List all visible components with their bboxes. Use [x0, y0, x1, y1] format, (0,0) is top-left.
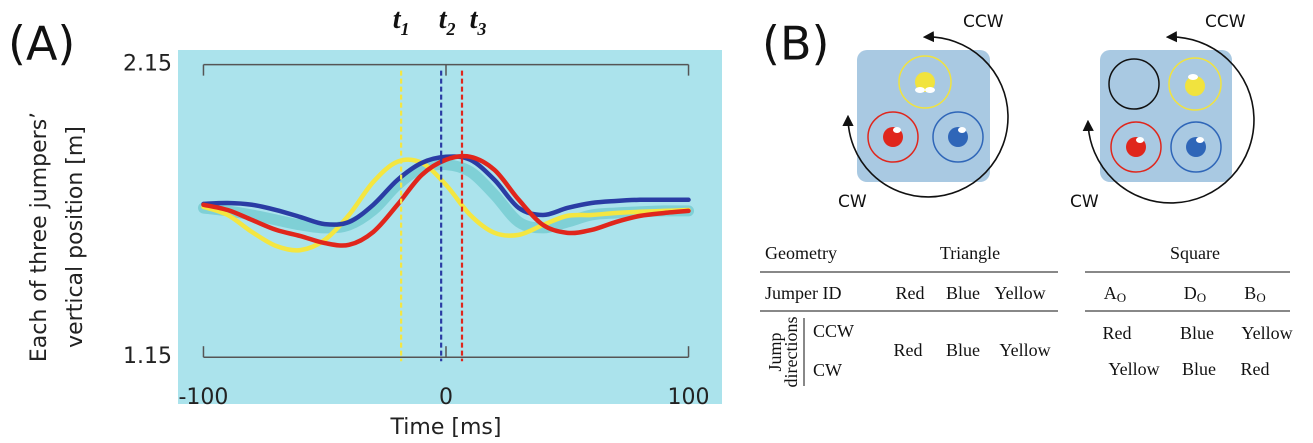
position-blue — [1170, 121, 1222, 173]
row-label: Jumper ID — [765, 283, 841, 303]
marker-symbol: t — [439, 4, 448, 35]
foot — [1136, 137, 1144, 143]
chart-panel: 2.15 1.15-100 0 100 Time [ms] Each of three j… — [27, 4, 722, 440]
foot — [958, 127, 966, 133]
direction-label: CCW — [963, 12, 1004, 32]
cell: Yellow — [999, 340, 1050, 360]
marker-symbol: t — [470, 4, 479, 35]
series-line — [201, 154, 691, 227]
diagram-square: CCW CW — [1070, 12, 1255, 212]
series-line — [201, 153, 691, 248]
diagram-triangle: CCW CW — [838, 12, 1009, 212]
x-tick-label: 0 — [439, 385, 453, 410]
row-group-label: Jump — [765, 332, 785, 371]
y-tick-label: 1.15 — [123, 344, 172, 369]
time-marker-label: t2 — [439, 4, 456, 39]
position-blue — [932, 111, 984, 163]
y-axis-label: vertical position [m] — [63, 126, 88, 348]
header-cell: Square — [1170, 243, 1220, 263]
cell: DO — [1184, 283, 1206, 305]
panel-label: (A) — [8, 17, 75, 71]
cell: Blue — [1182, 359, 1216, 379]
cell: Yellow — [1108, 359, 1159, 379]
x-axis-label: Time [ms] — [390, 415, 502, 440]
row-label: CCW — [813, 321, 854, 341]
series-line — [201, 157, 691, 253]
direction-label: CW — [838, 192, 867, 212]
y-axis-label: Each of three jumpers’ — [27, 112, 52, 362]
marker-subscript: 2 — [446, 19, 456, 39]
marker-subscript: 3 — [476, 19, 486, 39]
jumper-yellow — [1185, 76, 1205, 96]
row-group-label: directions — [781, 317, 801, 388]
header-cell: Triangle — [940, 243, 1000, 263]
x-tick-label: -100 — [178, 385, 228, 410]
cell: Red — [1241, 359, 1270, 379]
cell: AO — [1104, 283, 1126, 305]
cell: Red — [1103, 323, 1132, 343]
cell: Red — [896, 283, 925, 303]
cell: Blue — [946, 340, 980, 360]
cell: Blue — [1180, 323, 1214, 343]
rotation-arrow — [1082, 31, 1255, 204]
foot — [925, 87, 935, 93]
time-marker-label: t1 — [393, 4, 410, 39]
foot — [1196, 137, 1204, 143]
plot-background — [178, 50, 722, 404]
direction-label: CCW — [1205, 12, 1246, 32]
direction-label: CW — [1070, 192, 1099, 212]
cell: BO — [1244, 283, 1265, 305]
table: Geometry Triangle Square Jumper ID Red B… — [760, 243, 1293, 387]
foot — [915, 87, 925, 93]
marker-subscript: 1 — [401, 19, 410, 39]
y-tick-label: 2.15 — [123, 52, 172, 77]
cell: Red — [894, 340, 923, 360]
foot — [893, 127, 901, 133]
marker-symbol: t — [393, 4, 402, 35]
floor — [1100, 50, 1232, 182]
floor — [857, 50, 990, 182]
cell: Yellow — [1241, 323, 1292, 343]
x-tick-label: 100 — [668, 385, 710, 410]
cell: Yellow — [994, 283, 1045, 303]
time-marker-label: t3 — [470, 4, 487, 39]
rotation-arrow — [842, 31, 1009, 198]
foot — [1188, 74, 1198, 80]
row-label: CW — [813, 360, 842, 380]
cell: Blue — [946, 283, 980, 303]
header-cell: Geometry — [765, 243, 837, 263]
panel-label: (B) — [762, 17, 829, 71]
